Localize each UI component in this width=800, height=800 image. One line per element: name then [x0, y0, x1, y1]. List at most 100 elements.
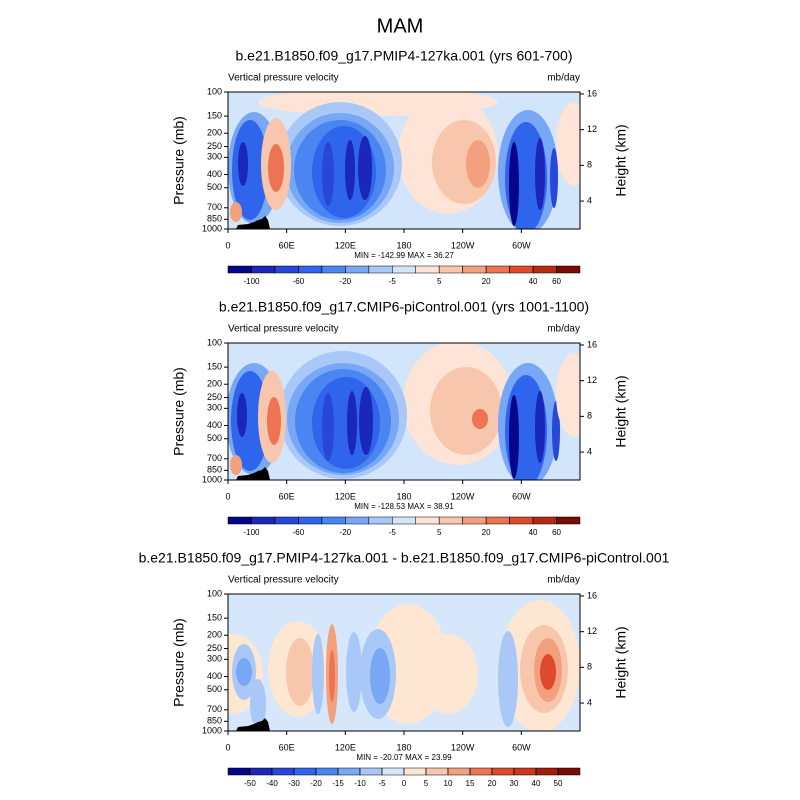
y2-axis-label: Height (km)	[613, 124, 629, 196]
colorbar-label: -15	[332, 779, 344, 788]
field-region	[498, 631, 518, 727]
x-tick-label: 120E	[335, 742, 356, 752]
colorbar-box	[293, 767, 317, 776]
y-tick-label: 400	[207, 169, 222, 179]
field-region	[322, 393, 334, 461]
x-tick-label: 60W	[512, 491, 531, 501]
colorbar-box	[298, 265, 323, 274]
field-region	[472, 409, 488, 429]
colorbar-label: 5	[424, 779, 429, 788]
colorbar-label: -10	[354, 779, 366, 788]
y-tick-label: 150	[207, 612, 222, 622]
y-tick-label: 850	[207, 214, 222, 224]
y-tick-label: 200	[207, 630, 222, 640]
colorbar-box	[532, 516, 557, 525]
colorbar-label: 10	[444, 779, 453, 788]
y-tick-label: 200	[207, 128, 222, 138]
colorbar-label: -5	[389, 528, 397, 537]
y-tick-label: 1000	[202, 725, 222, 735]
colorbar-box	[415, 265, 440, 274]
y2-axis-label: Height (km)	[613, 375, 629, 447]
y-tick-label: 250	[207, 643, 222, 653]
colorbar-box	[447, 767, 471, 776]
colorbar-box	[315, 767, 339, 776]
field-region	[268, 144, 284, 192]
colorbar-label: 40	[529, 528, 538, 537]
field-region	[230, 455, 242, 475]
field-region	[509, 395, 519, 479]
field-region	[345, 140, 355, 200]
right-label: mb/day	[547, 575, 580, 586]
field-region	[418, 634, 478, 714]
colorbar-box	[485, 516, 510, 525]
field-region	[237, 393, 247, 437]
colorbar-label: -40	[266, 779, 278, 788]
colorbar-label: -60	[293, 277, 305, 286]
field-region	[347, 391, 357, 455]
y2-tick-label: 4	[587, 446, 592, 456]
field	[228, 343, 580, 480]
field-region	[509, 142, 519, 226]
right-label: mb/day	[547, 73, 580, 84]
field-region	[236, 658, 252, 686]
stats: MIN = -128.53 MAX = 38.91	[354, 502, 454, 511]
y-tick-label: 150	[207, 110, 222, 120]
colorbar-box	[368, 516, 393, 525]
x-tick-label: 120E	[335, 240, 356, 250]
colorbar-box	[274, 265, 299, 274]
y2-tick-label: 8	[587, 160, 592, 170]
y-tick-label: 1000	[202, 223, 222, 233]
y-tick-label: 700	[207, 704, 222, 714]
y2-tick-label: 8	[587, 411, 592, 421]
colorbar-box	[392, 265, 416, 274]
colorbar-box	[321, 265, 346, 274]
colorbar-box	[271, 767, 295, 776]
colorbar-label: 40	[532, 779, 541, 788]
colorbar-label: 60	[552, 277, 561, 286]
y2-axis-label: Height (km)	[613, 626, 629, 698]
x-tick-label: 180	[396, 240, 411, 250]
terrain	[236, 467, 270, 480]
field-region	[286, 638, 314, 706]
colorbar-label: -100	[243, 528, 260, 537]
colorbar-label: -20	[310, 779, 322, 788]
y-tick-label: 400	[207, 671, 222, 681]
y-tick-label: 850	[207, 716, 222, 726]
field-region	[346, 632, 362, 712]
y-tick-label: 400	[207, 420, 222, 430]
colorbar-label: -5	[378, 779, 386, 788]
x-tick-label: 60E	[279, 240, 295, 250]
field-region	[535, 138, 545, 210]
y2-tick-label: 12	[587, 626, 597, 636]
field	[228, 92, 580, 229]
colorbar-box	[251, 516, 276, 525]
field-region	[535, 391, 545, 463]
y2-tick-label: 16	[587, 339, 597, 349]
colorbar-label: 30	[510, 779, 519, 788]
y-tick-label: 700	[207, 453, 222, 463]
colorbar-label: -20	[340, 277, 352, 286]
colorbar-label: -30	[288, 779, 300, 788]
panel: b.e21.B1850.f09_g17.CMIP6-piControl.001 …	[171, 299, 629, 537]
left-label: Vertical pressure velocity	[228, 73, 339, 84]
y2-tick-label: 4	[587, 697, 592, 707]
y2-tick-label: 16	[587, 88, 597, 98]
y-tick-label: 850	[207, 465, 222, 475]
colorbar-label: -50	[244, 779, 256, 788]
colorbar-box	[227, 516, 252, 525]
colorbar-label: 40	[529, 277, 538, 286]
x-tick-label: 60W	[512, 240, 531, 250]
field-region	[358, 136, 372, 200]
y-tick-label: 700	[207, 202, 222, 212]
field-region	[322, 142, 334, 206]
colorbar-box	[274, 516, 299, 525]
y-tick-label: 100	[207, 337, 222, 347]
x-tick-label: 0	[225, 491, 230, 501]
stats: MIN = -20.07 MAX = 23.99	[356, 753, 452, 762]
colorbar-box	[321, 516, 346, 525]
colorbar-label: -60	[293, 528, 305, 537]
colorbar-box	[298, 516, 323, 525]
colorbar-label: 20	[482, 528, 491, 537]
y-tick-label: 500	[207, 182, 222, 192]
